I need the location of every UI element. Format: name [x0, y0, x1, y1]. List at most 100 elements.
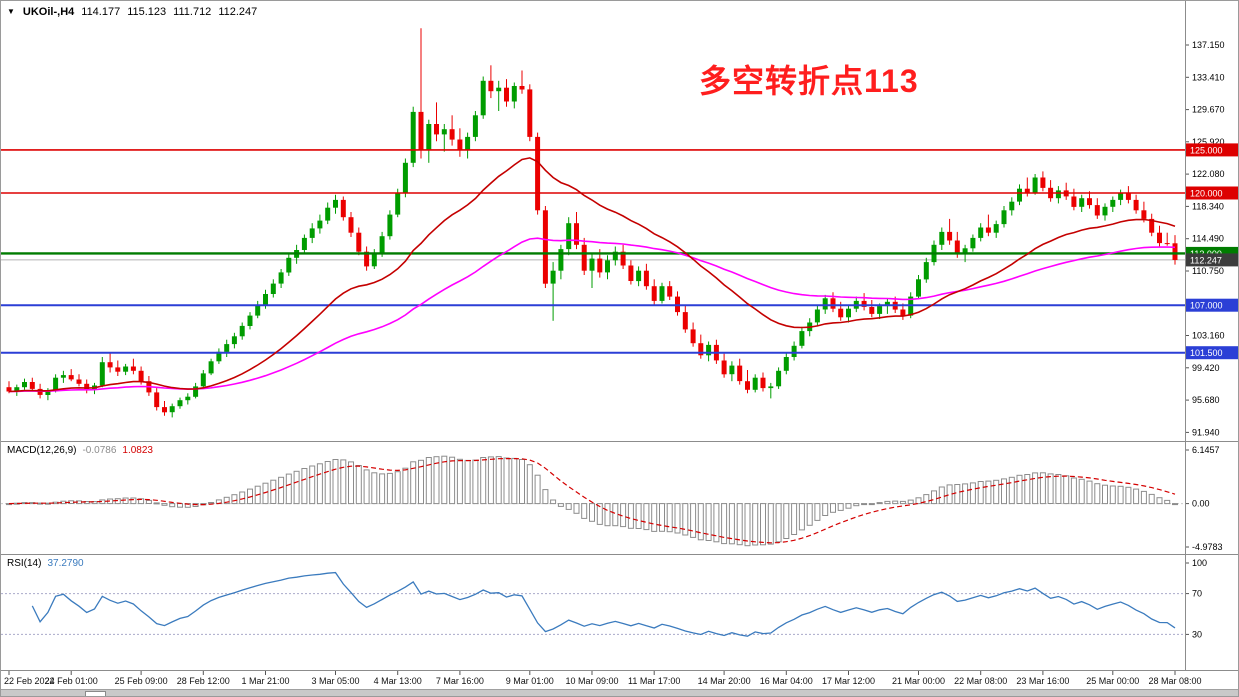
- macd-histogram-bar: [1039, 472, 1046, 505]
- candle-body: [566, 223, 572, 250]
- macd-histogram-bar: [969, 482, 976, 505]
- candle-body: [846, 308, 851, 318]
- time-axis-label: 28 Feb 12:00: [177, 676, 230, 686]
- candle-body: [379, 236, 385, 254]
- time-axis-label: 21 Mar 00:00: [892, 676, 945, 686]
- current-price-badge-label: 112.247: [1190, 255, 1222, 265]
- price-axis-label: 122.080: [1192, 169, 1225, 179]
- macd-histogram-bar: [1055, 474, 1062, 504]
- scrollbar-thumb[interactable]: [85, 691, 106, 696]
- candle-body: [519, 86, 525, 90]
- macd-histogram-bar: [433, 456, 440, 505]
- current-price-badge: [1186, 253, 1238, 267]
- candle-body: [783, 357, 789, 371]
- time-axis-label: 24 Feb 01:00: [45, 676, 98, 686]
- macd-histogram-bar: [534, 474, 541, 505]
- candle-body: [457, 139, 463, 150]
- candle-body: [667, 286, 673, 297]
- candle-body: [154, 392, 160, 408]
- candle-body: [527, 89, 533, 137]
- macd-histogram-bar: [363, 469, 370, 505]
- time-axis-label: 1 Mar 21:00: [241, 676, 289, 686]
- macd-histogram-bar: [169, 503, 176, 508]
- candle-body: [29, 382, 35, 389]
- macd-histogram-bar: [814, 503, 821, 521]
- candle-body: [410, 111, 416, 163]
- macd-histogram-bar: [845, 503, 852, 509]
- price-axis-label: 125.920: [1192, 137, 1225, 147]
- candle-body: [745, 381, 750, 390]
- candle-body: [426, 124, 432, 150]
- candle-body: [1032, 177, 1038, 193]
- candle-body: [605, 260, 610, 273]
- time-axis-label: 7 Mar 16:00: [436, 676, 484, 686]
- candle-body: [542, 210, 548, 284]
- macd-histogram-bar: [744, 503, 751, 547]
- rsi-title: RSI(14): [7, 558, 42, 569]
- price-axis-label: 129.670: [1192, 105, 1225, 115]
- macd-histogram-bar: [130, 497, 137, 505]
- time-axis-label: 9 Mar 01:00: [506, 676, 554, 686]
- ohlc-open: 114.177: [81, 6, 121, 18]
- price-axis-label: 137.150: [1192, 40, 1225, 50]
- candle-body: [247, 315, 253, 326]
- candle-body: [1125, 193, 1131, 200]
- price-level-badge-label: 120.000: [1190, 189, 1223, 199]
- macd-histogram-bar: [1148, 493, 1155, 505]
- macd-histogram-bar: [122, 497, 129, 504]
- macd-histogram-bar: [822, 503, 829, 517]
- macd-histogram-bar: [985, 480, 992, 505]
- macd-histogram-bar: [410, 461, 417, 505]
- candle-body: [1001, 210, 1007, 225]
- macd-histogram-bar: [837, 503, 844, 511]
- horizontal-scrollbar[interactable]: [1, 689, 1238, 696]
- macd-histogram-bar: [301, 468, 308, 505]
- macd-histogram-bar: [931, 490, 937, 505]
- candle-body: [690, 329, 696, 344]
- macd-histogram-bar: [91, 501, 98, 505]
- macd-histogram-bar: [511, 457, 518, 505]
- macd-histogram-bar: [1164, 499, 1171, 505]
- macd-histogram-bar: [946, 484, 953, 505]
- macd-histogram-bar: [783, 503, 790, 540]
- candle-body: [970, 237, 976, 249]
- candle-body: [371, 253, 377, 267]
- price-axis-label: 110.750: [1192, 266, 1224, 276]
- candle-body: [1157, 232, 1162, 244]
- candle-body: [799, 331, 805, 346]
- time-axis-label: 22 Feb 2022: [4, 676, 55, 686]
- macd-axis-label: 6.1457: [1192, 445, 1220, 455]
- macd-histogram-bar: [324, 461, 331, 505]
- symbol-list-icon[interactable]: ▼: [7, 7, 15, 16]
- candle-body: [791, 345, 797, 357]
- macd-histogram-bar: [1047, 473, 1054, 504]
- candle-body: [1071, 196, 1077, 207]
- macd-histogram-bar: [705, 503, 712, 542]
- macd-histogram-bar: [1008, 476, 1015, 505]
- macd-histogram-bar: [1024, 474, 1031, 505]
- macd-histogram-bar: [868, 503, 875, 506]
- macd-histogram-bar: [791, 503, 798, 536]
- macd-histogram-bar: [340, 459, 347, 505]
- macd-histogram-bar: [1102, 484, 1108, 505]
- candle-body: [651, 286, 657, 301]
- candle-body: [177, 400, 183, 407]
- macd-histogram-bar: [557, 503, 564, 507]
- macd-histogram-bar: [379, 473, 386, 505]
- candle-body: [216, 351, 222, 362]
- macd-value: -0.0786: [82, 445, 117, 456]
- candle-body: [231, 336, 237, 345]
- macd-axis-label: -4.9783: [1192, 542, 1223, 552]
- candle-body: [962, 248, 968, 254]
- candle-body: [364, 251, 370, 267]
- candle-body: [861, 300, 867, 307]
- macd-histogram-bar: [690, 503, 697, 538]
- candle-body: [465, 136, 471, 150]
- macd-histogram-bar: [449, 456, 456, 505]
- candle-body: [472, 115, 478, 137]
- macd-histogram-bar: [542, 489, 549, 505]
- macd-histogram-bar: [223, 496, 230, 505]
- macd-histogram-bar: [83, 501, 90, 505]
- candle-body: [558, 249, 564, 271]
